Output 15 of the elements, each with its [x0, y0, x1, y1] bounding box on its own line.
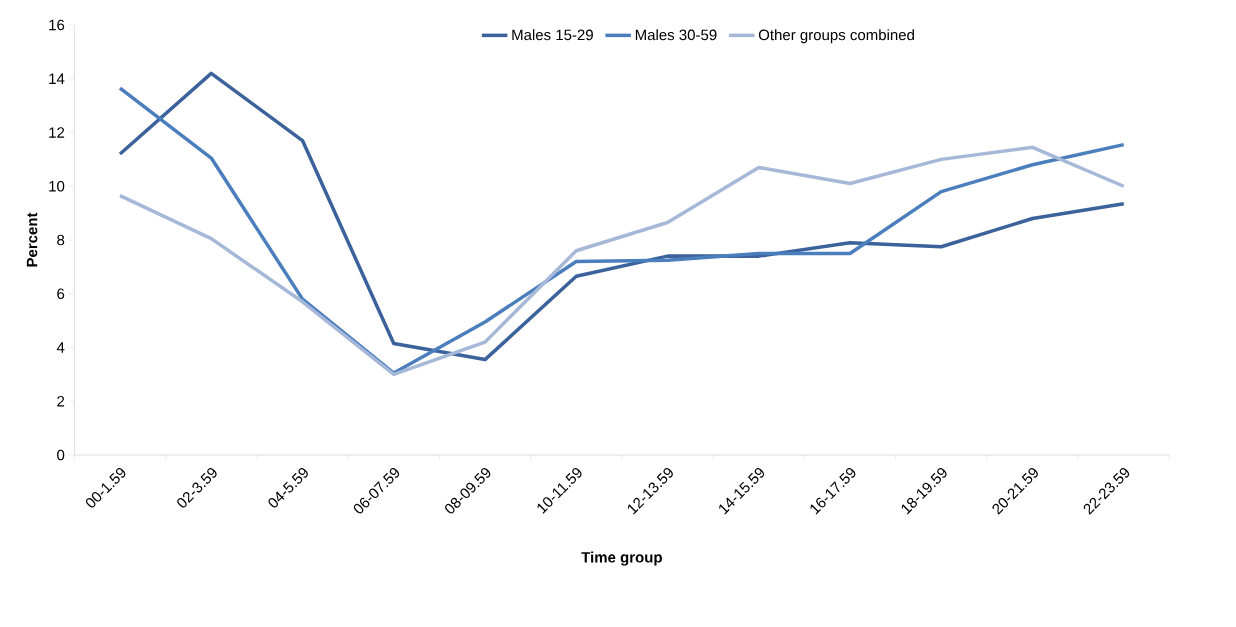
y-tick-label: 4: [56, 342, 65, 353]
y-tick-label: 0: [57, 449, 65, 461]
y-tick-label: 14: [49, 73, 65, 84]
y-tick-label: 16: [49, 19, 65, 31]
y-tick-label: 6: [57, 288, 65, 300]
y-tick-label: 2: [57, 396, 65, 407]
legend-label: Males 30-59: [635, 29, 717, 41]
x-axis-title: Time group: [581, 551, 662, 566]
y-tick-label: 8: [57, 234, 65, 246]
y-tick-label: 10: [49, 180, 65, 192]
y-tick-label: 12: [49, 127, 65, 138]
legend-label: Other groups combined: [758, 29, 914, 44]
legend-label: Males 15-29: [512, 29, 593, 41]
y-axis-title: Percent: [26, 212, 38, 267]
line-series: [118, 145, 1126, 377]
